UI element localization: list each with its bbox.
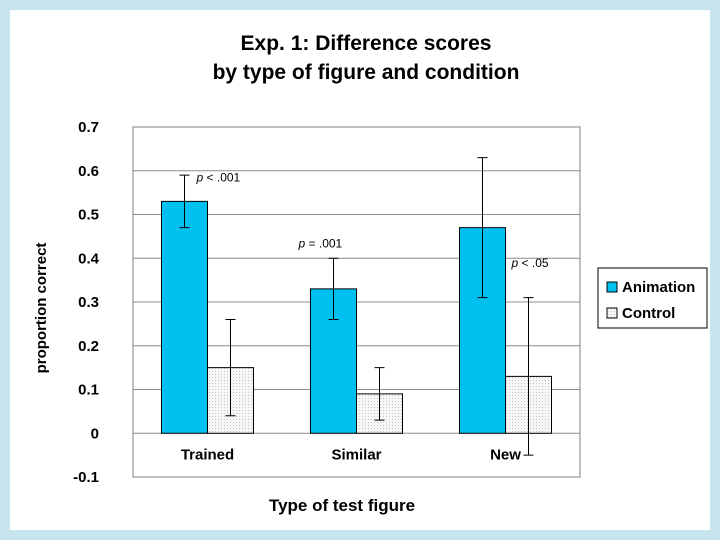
y-tick-label: 0.7: [78, 119, 99, 136]
legend-swatch-animation: [606, 281, 618, 293]
legend-label-animation: Animation: [622, 279, 695, 296]
error-bar-animation-similar: [328, 257, 339, 320]
y-tick-label: 0: [91, 425, 99, 442]
annotation-value: < .001: [203, 171, 240, 185]
annotation-value: = .001: [305, 236, 342, 250]
annotation-p-letter: p: [511, 256, 519, 270]
legend-swatch-control: [606, 307, 618, 319]
error-bars: [179, 157, 534, 456]
category-labels: Trained Similar New: [181, 446, 521, 463]
error-bar-animation-trained: [179, 174, 190, 229]
y-tick-label: -0.1: [73, 469, 99, 486]
category-label: Trained: [181, 446, 234, 463]
y-tick-label: 0.5: [78, 207, 99, 224]
category-label: Similar: [331, 446, 381, 463]
category-label: New: [490, 446, 521, 463]
x-axis-label: Type of test figure: [269, 496, 415, 515]
error-bar-animation-new: [477, 157, 488, 299]
legend: Animation Control: [597, 267, 708, 329]
slide-frame: Exp. 1: Difference scores by type of fig…: [10, 10, 710, 530]
annotation-p-letter: p: [298, 236, 306, 250]
y-tick-label: 0.6: [78, 163, 99, 180]
significance-annotation: p < .05: [511, 256, 549, 270]
bar-animation-trained: [161, 200, 208, 434]
error-bar-control-new: [523, 297, 534, 456]
y-tick-label: 0.2: [78, 338, 99, 355]
y-tick-label: 0.1: [78, 382, 99, 399]
bar-chart: Exp. 1: Difference scores by type of fig…: [33, 32, 708, 515]
error-bar-control-trained: [225, 319, 236, 417]
chart-title-line1: Exp. 1: Difference scores: [241, 32, 492, 55]
significance-annotation: p = .001: [298, 236, 343, 250]
error-bar-control-similar: [374, 367, 385, 421]
annotation-value: < .05: [518, 256, 549, 270]
significance-annotation: p < .001: [196, 171, 241, 185]
y-tick-label: 0.4: [78, 250, 100, 267]
y-tick-label: 0.3: [78, 294, 99, 311]
y-tick-labels: -0.1 0 0.1 0.2 0.3 0.4 0.5 0.6 0.7: [73, 119, 100, 486]
bars: [161, 200, 552, 434]
chart-title-line2: by type of figure and condition: [213, 61, 520, 84]
y-axis-label: proportion correct: [33, 243, 50, 374]
annotation-p-letter: p: [196, 171, 204, 185]
legend-label-control: Control: [622, 305, 675, 322]
